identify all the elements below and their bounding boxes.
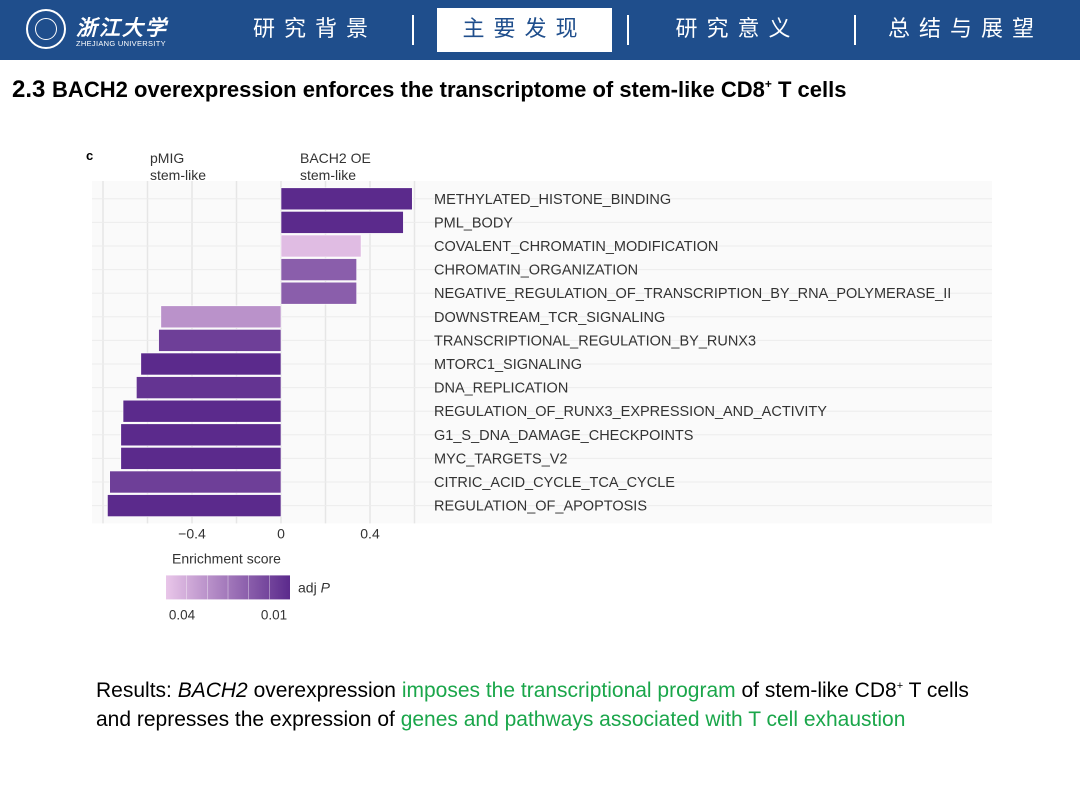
university-logo[interactable]: 浙江大学 ZHEJIANG UNIVERSITY bbox=[26, 9, 186, 53]
category-label: NEGATIVE_REGULATION_OF_TRANSCRIPTION_BY_… bbox=[434, 286, 951, 302]
bar-myc-targets-v2 bbox=[120, 447, 282, 470]
x-tick-label: 0 bbox=[277, 525, 285, 541]
group-label-pmig-sub: stem-like bbox=[150, 167, 206, 183]
nav-tab-research-significance[interactable]: 研究意义 bbox=[675, 17, 800, 42]
group-label-bach2-sub: stem-like bbox=[300, 167, 356, 183]
bar-negative-regulation-of-transcription-by-rna-polymerase-ii bbox=[280, 281, 357, 305]
bar-regulation-of-runx3-expression-and-activity bbox=[122, 399, 282, 423]
x-axis-title: Enrichment score bbox=[172, 550, 281, 566]
nav-separator bbox=[854, 15, 856, 45]
logo-english-name: ZHEJIANG UNIVERSITY bbox=[76, 39, 166, 48]
category-label: MTORC1_SIGNALING bbox=[434, 357, 582, 373]
results-highlight: genes and pathways associated with T cel… bbox=[400, 708, 906, 731]
results-text: overexpression bbox=[247, 679, 402, 702]
bar-transcriptional-regulation-by-runx3 bbox=[158, 329, 282, 352]
nav-tab-main-findings[interactable]: 主要发现 bbox=[437, 8, 612, 52]
bar-g1-s-dna-damage-checkpoints bbox=[120, 423, 282, 447]
category-label: REGULATION_OF_APOPTOSIS bbox=[434, 499, 647, 515]
legend-tick-low: 0.04 bbox=[169, 607, 196, 622]
bar-regulation-of-apoptosis bbox=[107, 494, 282, 517]
nav-separator bbox=[412, 15, 414, 45]
results-gene: BACH2 bbox=[177, 679, 248, 702]
bar-downstream-tcr-signaling bbox=[160, 305, 282, 329]
legend-title: adj P bbox=[298, 579, 331, 595]
category-label: CHROMATIN_ORGANIZATION bbox=[434, 263, 638, 279]
results-paragraph: Results: BACH2 overexpression imposes th… bbox=[96, 672, 996, 734]
results-prefix: Results: bbox=[96, 679, 178, 702]
results-text: of stem-like CD8 bbox=[735, 679, 897, 702]
nav-tab-research-background[interactable]: 研究背景 bbox=[252, 17, 377, 42]
bar-chromatin-organization bbox=[280, 258, 357, 281]
nav-tab-summary-outlook[interactable]: 总结与展望 bbox=[887, 17, 1043, 42]
group-label-bach2: BACH2 OE bbox=[300, 150, 371, 166]
panel-label: c bbox=[86, 148, 93, 163]
nav-separator bbox=[627, 15, 629, 45]
category-label: TRANSCRIPTIONAL_REGULATION_BY_RUNX3 bbox=[434, 333, 756, 349]
results-superscript: + bbox=[896, 680, 904, 692]
bar-dna-replication bbox=[136, 376, 282, 399]
x-tick-label: −0.4 bbox=[178, 525, 206, 541]
category-label: MYC_TARGETS_V2 bbox=[434, 451, 568, 467]
legend-title-italic: P bbox=[321, 579, 331, 595]
group-label-pmig: pMIG bbox=[150, 150, 184, 166]
category-label: REGULATION_OF_RUNX3_EXPRESSION_AND_ACTIV… bbox=[434, 404, 827, 420]
legend-title-plain: adj bbox=[298, 579, 321, 595]
category-label: DOWNSTREAM_TCR_SIGNALING bbox=[434, 310, 665, 326]
results-highlight: imposes the transcriptional program bbox=[401, 679, 736, 702]
category-label: METHYLATED_HISTONE_BINDING bbox=[434, 192, 671, 208]
title-superscript: + bbox=[764, 77, 772, 91]
category-label: CITRIC_ACID_CYCLE_TCA_CYCLE bbox=[434, 475, 675, 491]
logo-chinese-name: 浙江大学 bbox=[76, 15, 168, 40]
bar-pml-body bbox=[280, 211, 404, 234]
title-text-end: T cells bbox=[771, 77, 847, 102]
category-label: G1_S_DNA_DAMAGE_CHECKPOINTS bbox=[434, 428, 693, 444]
bar-mtorc1-signaling bbox=[140, 352, 282, 376]
category-label: COVALENT_CHROMATIN_MODIFICATION bbox=[434, 239, 718, 255]
bar-covalent-chromatin-modification bbox=[280, 234, 362, 258]
title-text: BACH2 overexpression enforces the transc… bbox=[52, 77, 765, 102]
category-label: DNA_REPLICATION bbox=[434, 381, 568, 397]
x-tick-label: 0.4 bbox=[360, 525, 380, 541]
section-number: 2.3 bbox=[12, 76, 46, 103]
legend-tick-high: 0.01 bbox=[261, 607, 287, 622]
header-bar: 浙江大学 ZHEJIANG UNIVERSITY 研究背景 主要发现 研究意义 … bbox=[0, 0, 1080, 60]
university-seal-icon bbox=[26, 9, 66, 49]
bar-citric-acid-cycle-tca-cycle bbox=[109, 470, 282, 494]
page-title: 2.3 BACH2 overexpression enforces the tr… bbox=[12, 76, 846, 104]
results-text: T cells and represses the expression of bbox=[96, 679, 969, 731]
enrichment-bar-chart: METHYLATED_HISTONE_BINDING PML_BODY COVALE… bbox=[86, 148, 992, 622]
category-label: PML_BODY bbox=[434, 215, 513, 231]
bar-methylated-histone-binding bbox=[280, 187, 413, 211]
